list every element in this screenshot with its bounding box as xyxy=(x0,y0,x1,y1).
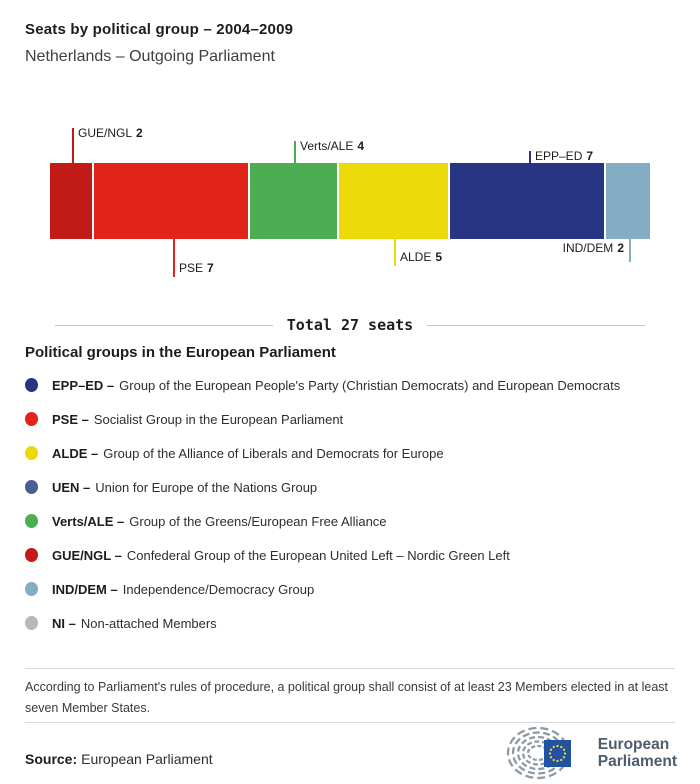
legend-dot-pse xyxy=(25,412,38,426)
legend-desc-verts-ale: Group of the Greens/European Free Allian… xyxy=(129,513,387,529)
legend-abbr-verts-ale: Verts/ALE – xyxy=(52,513,125,529)
bar-segment-pse xyxy=(94,163,250,239)
bar-label-alde: ALDE 5 xyxy=(400,250,443,264)
eu-flag-icon xyxy=(543,740,571,767)
page-title: Seats by political group – 2004–2009 xyxy=(25,21,294,38)
legend-abbr-alde: ALDE – xyxy=(52,445,99,461)
legend-item-ni: NI – Non-attached Members xyxy=(25,606,675,640)
legend-dot-ni xyxy=(25,616,38,630)
legend-item-verts-ale: Verts/ALE – Group of the Greens/European … xyxy=(25,504,675,538)
legend-abbr-uen: UEN – xyxy=(52,479,91,495)
legend-label-epp-ed: EPP–ED – Group of the European People's P… xyxy=(52,378,620,393)
total-seats-divider: Total 27 seats xyxy=(55,316,645,334)
european-parliament-logo: European Parliament xyxy=(500,726,677,780)
legend-label-gue-ngl: GUE/NGL – Confederal Group of the Europea… xyxy=(52,548,510,563)
logo-line1: European xyxy=(597,736,670,753)
source-line: Source: European Parliament xyxy=(25,751,213,767)
bar-segment-ind-dem xyxy=(605,163,650,239)
legend-dot-ind-dem xyxy=(25,582,38,596)
legend-label-pse: PSE – Socialist Group in the European Par… xyxy=(52,412,343,427)
legend-label-ni: NI – Non-attached Members xyxy=(52,616,217,631)
legend-abbr-ind-dem: IND/DEM – xyxy=(52,581,118,597)
legend-dot-uen xyxy=(25,480,38,494)
legend-item-alde: ALDE – Group of the Alliance of Liberals … xyxy=(25,436,675,470)
total-seats-label: Total 27 seats xyxy=(286,316,414,334)
bar-label-ind-dem: IND/DEM 2 xyxy=(562,241,624,255)
legend-desc-ind-dem: Independence/Democracy Group xyxy=(122,581,315,597)
bar-segment-gue-ngl xyxy=(50,163,95,239)
legend-heading: Political groups in the European Parliam… xyxy=(25,344,336,361)
legend-dot-epp-ed xyxy=(25,378,38,392)
legend-desc-pse: Socialist Group in the European Parliame… xyxy=(93,411,344,427)
callout-line-gue-ngl xyxy=(72,128,74,163)
legend-abbr-gue-ngl: GUE/NGL – xyxy=(52,547,122,563)
legend-abbr-ni: NI – xyxy=(52,615,76,631)
legend-list: EPP–ED – Group of the European People's P… xyxy=(25,368,675,640)
legend-label-verts-ale: Verts/ALE – Group of the Greens/European … xyxy=(52,514,387,529)
legend-item-gue-ngl: GUE/NGL – Confederal Group of the Europea… xyxy=(25,538,675,572)
legend-abbr-pse: PSE – xyxy=(52,411,89,427)
source-label: Source: xyxy=(25,751,78,767)
footnote-divider-top xyxy=(25,668,675,669)
legend-desc-gue-ngl: Confederal Group of the European United … xyxy=(126,547,510,563)
logo-line2: Parliament xyxy=(597,753,677,770)
legend-item-pse: PSE – Socialist Group in the European Par… xyxy=(25,402,675,436)
bar-segment-epp-ed xyxy=(449,163,606,239)
divider-line-right xyxy=(427,324,645,326)
logo-wordmark: European Parliament xyxy=(598,736,677,770)
legend-label-alde: ALDE – Group of the Alliance of Liberals … xyxy=(52,446,444,461)
legend-desc-epp-ed: Group of the European People's Party (Ch… xyxy=(119,377,621,393)
stacked-bar xyxy=(50,163,650,239)
source-value: European Parliament xyxy=(81,751,213,767)
page-subtitle: Netherlands – Outgoing Parliament xyxy=(25,48,275,65)
legend-desc-uen: Union for Europe of the Nations Group xyxy=(95,479,318,495)
legend-item-epp-ed: EPP–ED – Group of the European People's P… xyxy=(25,368,675,402)
legend-dot-gue-ngl xyxy=(25,548,38,562)
callout-line-alde xyxy=(394,239,396,266)
legend-item-uen: UEN – Union for Europe of the Nations Gro… xyxy=(25,470,675,504)
legend-label-ind-dem: IND/DEM – Independence/Democracy Group xyxy=(52,582,314,597)
footnote-divider-bottom xyxy=(25,722,675,723)
bar-segment-alde xyxy=(338,163,450,239)
legend-item-ind-dem: IND/DEM – Independence/Democracy Group xyxy=(25,572,675,606)
hemicycle-icon xyxy=(506,726,571,780)
callout-line-verts-ale xyxy=(294,141,296,163)
bar-segment-verts-ale xyxy=(249,163,339,239)
bar-label-gue-ngl: GUE/NGL 2 xyxy=(78,126,143,140)
bar-label-verts-ale: Verts/ALE 4 xyxy=(300,139,365,153)
legend-dot-alde xyxy=(25,446,38,460)
legend-desc-ni: Non-attached Members xyxy=(80,615,217,631)
callout-line-ind-dem xyxy=(629,239,631,262)
callout-line-epp-ed xyxy=(529,151,531,163)
legend-label-uen: UEN – Union for Europe of the Nations Gro… xyxy=(52,480,317,495)
callout-line-pse xyxy=(173,239,175,277)
divider-line-left xyxy=(55,324,273,326)
bar-label-pse: PSE 7 xyxy=(179,261,214,275)
legend-dot-verts-ale xyxy=(25,514,38,528)
footnote-text: According to Parliament's rules of proce… xyxy=(25,680,668,715)
legend-abbr-epp-ed: EPP–ED – xyxy=(52,377,115,393)
bar-label-epp-ed: EPP–ED 7 xyxy=(535,149,594,163)
legend-desc-alde: Group of the Alliance of Liberals and De… xyxy=(103,445,444,461)
